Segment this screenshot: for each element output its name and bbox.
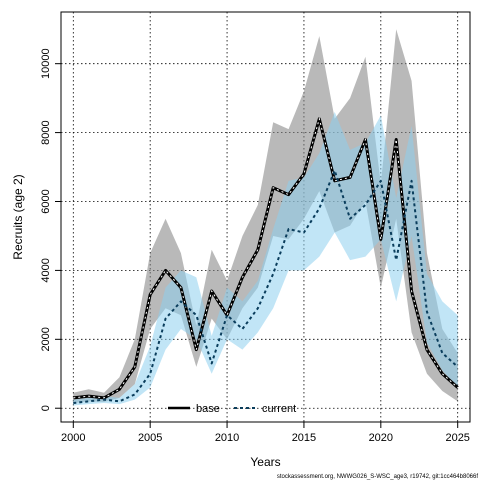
- x-tick-label: 2020: [369, 432, 393, 444]
- y-tick-label: 6000: [40, 189, 52, 213]
- band-current: [73, 111, 458, 406]
- x-tick-label: 2005: [138, 432, 162, 444]
- x-axis: 2000 2005 2010 2015 2020 2025: [61, 422, 470, 444]
- y-tick-label: 8000: [40, 120, 52, 144]
- legend-label-current: current: [262, 403, 296, 415]
- x-tick-label: 2000: [61, 432, 85, 444]
- x-axis-label: Years: [250, 455, 280, 469]
- series-lines: [73, 116, 459, 405]
- line-current: [73, 169, 459, 405]
- y-axis: 0 2000 4000 6000 8000 10000: [40, 48, 61, 411]
- footer-text: stockassessment.org, NWWG026_S-WSC_age3,…: [277, 474, 478, 480]
- y-tick-label: 0: [40, 405, 52, 411]
- legend: base current: [168, 403, 296, 415]
- y-tick-label: 2000: [40, 327, 52, 351]
- plot-frame: [60, 11, 471, 423]
- legend-label-base: base: [196, 403, 220, 415]
- x-tick-label: 2025: [445, 432, 469, 444]
- y-tick-label: 4000: [40, 258, 52, 282]
- line-base-highlight: [73, 116, 459, 399]
- x-tick-label: 2010: [215, 432, 239, 444]
- x-tick-label: 2015: [292, 432, 316, 444]
- y-tick-label: 10000: [40, 48, 52, 79]
- y-axis-label: Recruits (age 2): [11, 174, 25, 259]
